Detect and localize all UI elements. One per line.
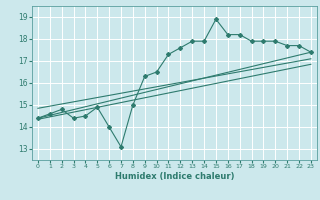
X-axis label: Humidex (Indice chaleur): Humidex (Indice chaleur) <box>115 172 234 181</box>
